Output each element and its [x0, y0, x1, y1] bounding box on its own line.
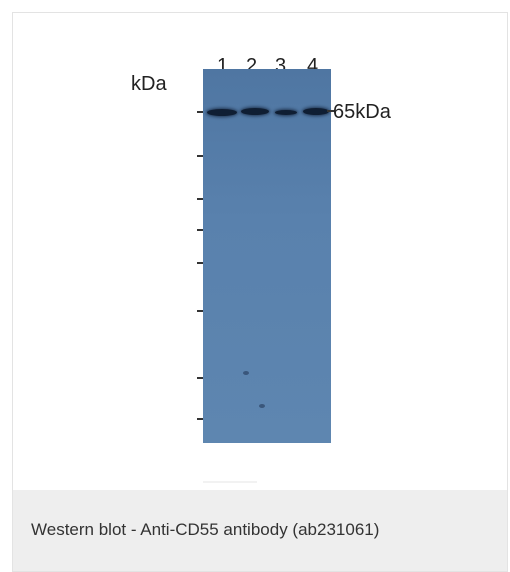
blot-panel: kDa 1 2 3 4 70 44 33 26 22 18 14 10 [121, 39, 441, 469]
band-size-label: 65kDa [333, 101, 391, 124]
blot-membrane [203, 69, 331, 443]
figure-card: kDa 1 2 3 4 70 44 33 26 22 18 14 10 [12, 12, 508, 572]
unit-label: kDa [131, 73, 167, 96]
band-lane-2 [241, 108, 269, 115]
scale-bar [203, 481, 257, 483]
western-blot-image: kDa 1 2 3 4 70 44 33 26 22 18 14 10 [13, 13, 507, 490]
figure-caption: Western blot - Anti-CD55 antibody (ab231… [31, 520, 379, 540]
band-lane-1 [207, 109, 237, 116]
band-lane-3 [275, 110, 297, 115]
caption-panel: Western blot - Anti-CD55 antibody (ab231… [13, 490, 507, 571]
band-lane-4 [303, 108, 329, 115]
blot-spot [259, 404, 265, 408]
blot-spot [243, 371, 249, 375]
